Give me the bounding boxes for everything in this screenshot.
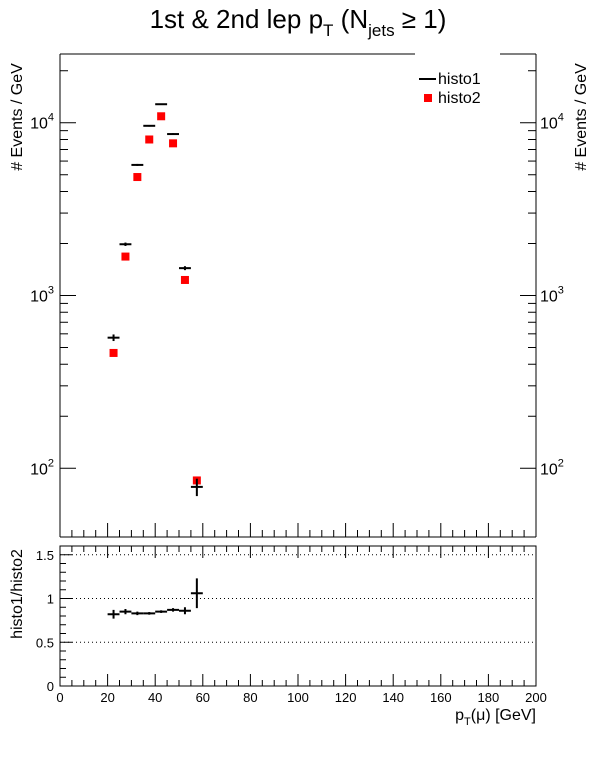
ratio-panel: 0 0.5 1 1.5 0 20 40 60 80 100 120 140 160 180 200: [36, 545, 547, 705]
x-axis-label-main: p: [455, 707, 464, 724]
ratio-y-axis-label: histo1/histo2: [9, 549, 26, 639]
main-panel-ticks: [59, 70, 537, 537]
legend-label-histo2: histo2: [438, 90, 481, 107]
x-tick-label: 160: [430, 690, 452, 705]
x-tick-label: 200: [525, 690, 547, 705]
legend-marker-histo2: [424, 94, 432, 102]
ratio-y-tick-label: 0.5: [36, 635, 54, 650]
histo2-point: [109, 348, 118, 357]
title-sub-t: T: [323, 21, 333, 40]
legend-label-histo1: histo1: [438, 71, 481, 88]
x-tick-label: 140: [382, 690, 404, 705]
x-tick-label: 80: [243, 690, 257, 705]
ratio-panel-ticks: [59, 545, 537, 687]
ratio-y-tick-label: 1.5: [36, 548, 54, 563]
ratio-y-tick-labels: 0 0.5 1 1.5: [36, 548, 54, 694]
x-axis-label-tail: (μ) [GeV]: [471, 707, 536, 724]
main-y-axis-label-left: # Events / GeV: [9, 63, 26, 171]
main-panel-markers: [107, 103, 203, 497]
chart-title: 1st & 2nd lep pT (Njets ≥ 1): [150, 4, 447, 40]
main-y-axis-label-right: # Events / GeV: [573, 63, 590, 171]
y-tick-label: 104: [30, 112, 54, 133]
y-tick-label: 102: [30, 457, 54, 478]
x-tick-label: 40: [148, 690, 162, 705]
x-tick-label: 120: [335, 690, 357, 705]
histo2-point: [145, 135, 154, 144]
y-tick-label: 103: [30, 285, 54, 306]
legend: histo1 histo2: [419, 71, 481, 107]
x-tick-labels: 0 20 40 60 80 100 120 140 160 180 200: [56, 690, 546, 705]
y-tick-label: 103: [540, 285, 564, 306]
x-tick-label: 20: [100, 690, 114, 705]
x-tick-label: 100: [287, 690, 309, 705]
title-main: 1st & 2nd lep p: [150, 4, 323, 34]
ratio-y-tick-label: 1: [47, 592, 54, 607]
x-tick-label: 180: [478, 690, 500, 705]
x-tick-label: 60: [196, 690, 210, 705]
x-axis-label-sub: T: [464, 716, 471, 728]
y-tick-label: 104: [540, 112, 564, 133]
main-panel-y-tick-labels: 102 102 103 103 104 104: [30, 112, 564, 479]
title-paren-open: (N: [333, 4, 368, 34]
histo2-point: [180, 275, 189, 284]
x-tick-label: 0: [56, 690, 63, 705]
ratio-y-tick-label: 0: [47, 679, 54, 694]
histo2-point: [133, 173, 142, 182]
main-panel: 102 102 103 103 104 104: [30, 53, 564, 538]
title-tail: ≥ 1): [395, 4, 447, 34]
ratio-reference-lines: [60, 554, 536, 643]
y-tick-label: 102: [540, 457, 564, 478]
x-axis-label: pT(μ) [GeV]: [455, 707, 536, 728]
title-sub-jets: jets: [367, 21, 394, 40]
histo2-point: [121, 252, 130, 261]
histo2-point: [169, 139, 178, 148]
histo2-point: [157, 112, 166, 121]
ratio-markers: [107, 578, 203, 619]
